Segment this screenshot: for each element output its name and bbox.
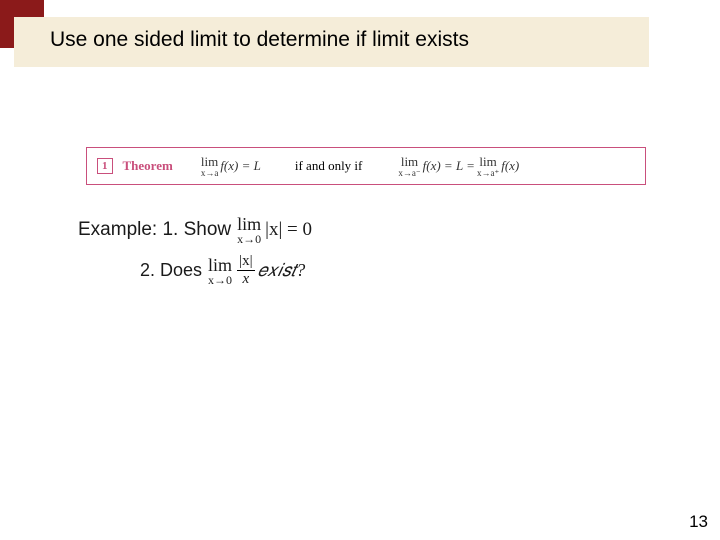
rhs2-expr: f(x) [501,158,519,174]
lim-sub: x→0 [237,233,261,245]
example2-suffix: 𝑒𝑥𝑖𝑠𝑡? [258,260,306,281]
rhs1-expr: f(x) = L = [423,158,475,174]
lim-text: lim [201,155,218,168]
frac-num: |x| [237,254,255,269]
example-math-1: lim x→0 |x| = 0 [235,215,312,245]
lim-sub: x→0 [208,274,232,286]
example2-prefix: 2. Does [140,260,202,281]
slide-title: Use one sided limit to determine if limi… [50,28,469,52]
frac-den: x [242,272,249,287]
lhs-expr: f(x) = L [220,158,261,174]
lim-sub: x→a⁻ [398,169,420,178]
theorem-rhs: lim x→a⁻ f(x) = L = lim x→a⁺ f(x) [396,155,519,178]
example-prefix: Example: 1. Show [78,219,231,241]
lim-text: lim [208,256,232,274]
example-math-2: lim x→0 |x| x [206,254,258,287]
lim-sub: x→a [201,169,219,178]
theorem-lhs: lim x→a f(x) = L [199,155,261,178]
page-number: 13 [689,512,708,532]
example-body: |x| = 0 [265,219,312,241]
theorem-label: Theorem [123,158,173,174]
theorem-box: 1 Theorem lim x→a f(x) = L if and only i… [86,147,646,185]
theorem-number: 1 [97,158,113,174]
example-line-1: Example: 1. Show lim x→0 |x| = 0 [78,215,312,245]
lim-sub: x→a⁺ [477,169,499,178]
iff-text: if and only if [295,158,363,174]
fraction: |x| x [237,254,255,287]
lim-text: lim [401,155,418,168]
lim-text: lim [479,155,496,168]
lim-text: lim [237,215,261,233]
example-line-2: 2. Does lim x→0 |x| x 𝑒𝑥𝑖𝑠𝑡? [140,254,305,287]
